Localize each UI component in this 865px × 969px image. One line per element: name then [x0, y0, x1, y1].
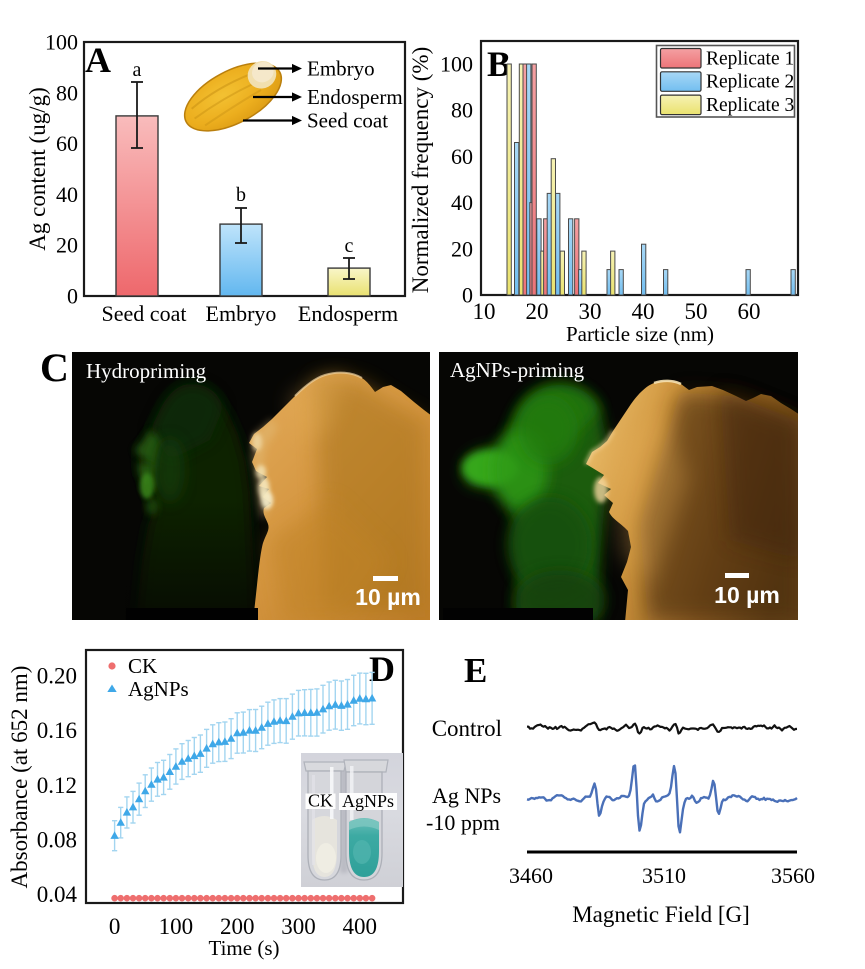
svg-text:-10 ppm: -10 ppm: [426, 810, 500, 835]
svg-text:3560: 3560: [771, 863, 815, 888]
svg-text:E: E: [464, 651, 487, 690]
svg-text:20: 20: [56, 233, 78, 258]
svg-text:50: 50: [685, 299, 708, 324]
svg-text:Particle size (nm): Particle size (nm): [566, 322, 714, 346]
svg-text:Endosperm: Endosperm: [298, 301, 398, 326]
svg-text:Embryo: Embryo: [307, 57, 375, 81]
svg-text:3510: 3510: [642, 863, 686, 888]
svg-text:AgNPs: AgNPs: [128, 677, 189, 701]
svg-text:Embryo: Embryo: [206, 301, 277, 326]
svg-text:C: C: [40, 345, 69, 390]
svg-text:A: A: [85, 40, 111, 80]
svg-text:0.16: 0.16: [37, 718, 77, 743]
svg-text:3460: 3460: [509, 863, 553, 888]
svg-text:Absorbance (at 652 nm): Absorbance (at 652 nm): [7, 666, 32, 889]
svg-text:AgNPs-priming: AgNPs-priming: [450, 358, 585, 382]
svg-text:100: 100: [45, 30, 78, 55]
svg-text:40: 40: [451, 190, 473, 215]
svg-text:Ag content (ug/g): Ag content (ug/g): [25, 87, 50, 251]
svg-text:Magnetic Field [G]: Magnetic Field [G]: [572, 902, 750, 927]
svg-text:CK: CK: [308, 791, 333, 811]
svg-text:200: 200: [220, 914, 255, 939]
svg-text:Control: Control: [432, 716, 502, 741]
svg-text:100: 100: [159, 914, 194, 939]
svg-text:10 µm: 10 µm: [355, 584, 421, 610]
svg-text:0: 0: [67, 284, 78, 309]
svg-text:Hydropriming: Hydropriming: [86, 359, 207, 383]
svg-text:30: 30: [579, 299, 602, 324]
svg-text:Time (s): Time (s): [209, 936, 280, 960]
svg-text:80: 80: [56, 80, 78, 105]
svg-text:20: 20: [526, 299, 549, 324]
svg-text:Seed coat: Seed coat: [102, 301, 187, 326]
svg-text:60: 60: [738, 299, 761, 324]
svg-text:0: 0: [462, 283, 473, 308]
svg-text:100: 100: [440, 52, 473, 77]
svg-text:40: 40: [56, 182, 78, 207]
svg-text:60: 60: [56, 131, 78, 156]
svg-text:0.12: 0.12: [37, 773, 77, 798]
svg-text:Ag NPs: Ag NPs: [432, 783, 501, 808]
svg-text:0.20: 0.20: [37, 664, 77, 689]
svg-text:AgNPs: AgNPs: [342, 791, 394, 811]
svg-text:0.08: 0.08: [37, 827, 77, 852]
svg-text:c: c: [345, 235, 354, 257]
svg-text:Endosperm: Endosperm: [307, 85, 403, 109]
svg-text:10 µm: 10 µm: [714, 582, 780, 608]
svg-text:Replicate 3: Replicate 3: [706, 95, 794, 116]
svg-text:400: 400: [343, 914, 378, 939]
svg-text:20: 20: [451, 236, 473, 261]
svg-text:a: a: [133, 59, 142, 81]
svg-text:Seed coat: Seed coat: [307, 109, 388, 133]
svg-text:300: 300: [281, 914, 316, 939]
svg-text:Normalized frequency (%): Normalized frequency (%): [408, 47, 433, 294]
svg-text:0.04: 0.04: [37, 882, 78, 907]
svg-text:b: b: [236, 184, 246, 206]
svg-text:10: 10: [473, 299, 496, 324]
svg-text:40: 40: [632, 299, 655, 324]
svg-text:0: 0: [109, 914, 121, 939]
svg-text:Replicate 1: Replicate 1: [706, 48, 794, 69]
svg-text:Replicate 2: Replicate 2: [706, 72, 794, 93]
svg-text:D: D: [369, 649, 395, 689]
svg-text:80: 80: [451, 98, 473, 123]
svg-text:CK: CK: [128, 654, 157, 678]
svg-text:60: 60: [451, 144, 473, 169]
